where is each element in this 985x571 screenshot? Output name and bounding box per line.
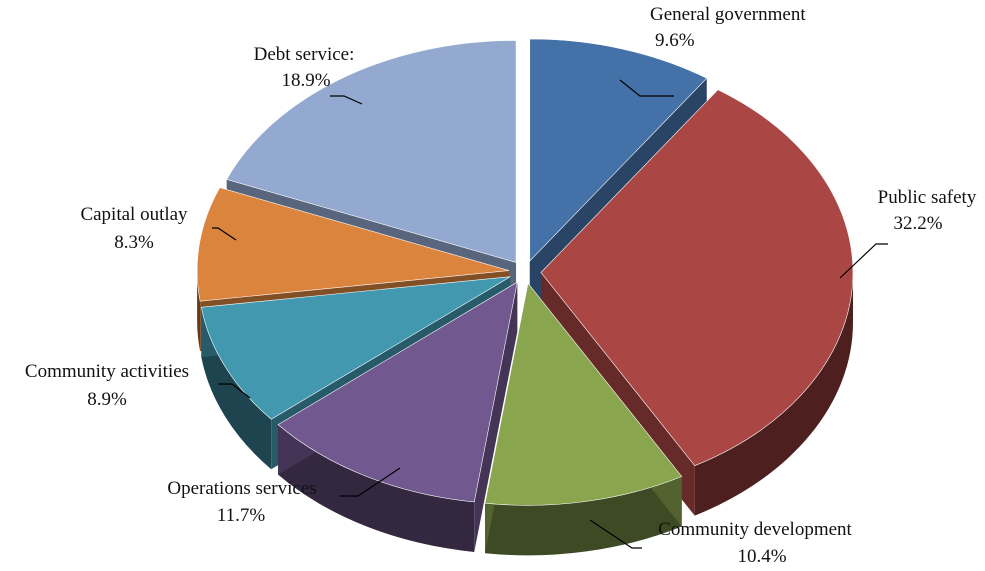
community-development-side [485, 476, 682, 556]
slice-label-operations-services: Operations services [167, 478, 316, 499]
capital-outlay-side [197, 270, 201, 352]
slice-label-debt-service: Debt service: [254, 44, 355, 65]
slice-value-public-safety: 32.2% [893, 213, 942, 234]
leader-line-capital-outlay [212, 227, 237, 241]
slice-label-community-activities: Community activities [25, 361, 189, 382]
slice-value-general-government: 9.6% [655, 30, 695, 51]
slice-public-safety [540, 89, 854, 467]
community-activities-side [201, 307, 272, 470]
slice-capital-outlay [196, 187, 510, 302]
slice-operations-services [277, 281, 518, 503]
slice-label-community-development: Community development [658, 519, 852, 540]
pie-tops [196, 38, 854, 506]
slice-general-government [529, 38, 708, 262]
slice-value-debt-service: 18.9% [281, 70, 330, 91]
slice-community-development [484, 282, 683, 506]
slice-value-capital-outlay: 8.3% [114, 232, 154, 253]
slice-value-operations-services: 11.7% [217, 505, 266, 526]
slice-label-public-safety: Public safety [878, 187, 977, 208]
leader-line-operations-services [340, 467, 401, 497]
slice-value-community-development: 10.4% [737, 546, 786, 567]
operations-services-side [278, 424, 475, 552]
slice-value-community-activities: 8.9% [87, 389, 127, 410]
operations-services-side-cut [474, 282, 518, 552]
slice-debt-service [226, 40, 517, 263]
slice-labels: General government 9.6% Public safety 32.2%… [25, 4, 977, 567]
leader-line-general-government [619, 79, 674, 97]
slice-community-activities [200, 276, 511, 420]
leader-line-debt-service [330, 95, 363, 105]
slice-label-capital-outlay: Capital outlay [80, 204, 188, 225]
leader-line-public-safety [839, 243, 888, 279]
leader-line-community-activities [218, 383, 251, 399]
leader-line-community-development [589, 519, 642, 549]
slice-label-general-government: General government [650, 4, 806, 25]
public-safety-side [694, 272, 853, 516]
